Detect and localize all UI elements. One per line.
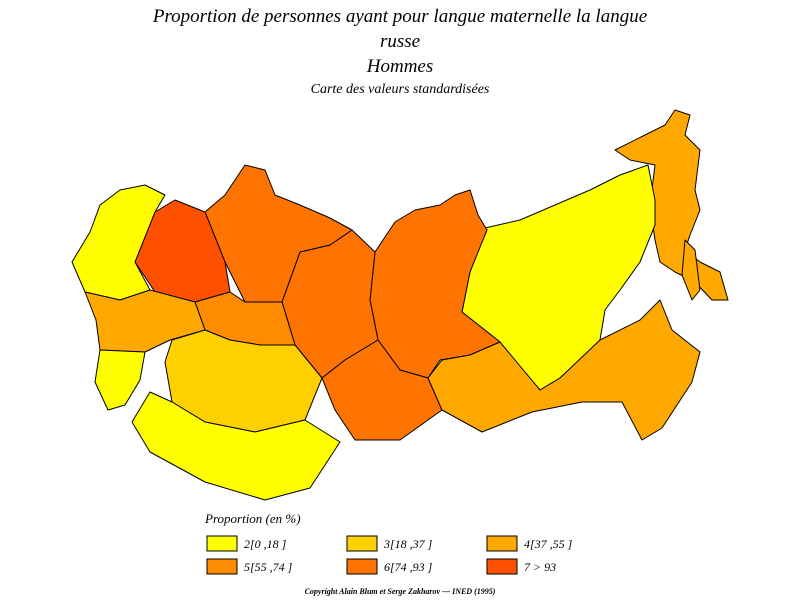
- legend-label: 4[37 ,55 ]: [524, 537, 573, 551]
- region: [681, 239, 701, 301]
- region: [71, 184, 166, 301]
- copyright: Copyright Alain Blum et Serge Zakharov —…: [305, 587, 496, 596]
- legend-label: 5[55 ,74 ]: [244, 560, 293, 574]
- region: [164, 329, 323, 433]
- region: [131, 391, 341, 501]
- title-line: Proportion de personnes ayant pour langu…: [152, 6, 647, 27]
- legend-swatch: [346, 535, 378, 552]
- legend: 2[0 ,18 ] 3[18 ,37 ] 4[37 ,55 ] 5[55 ,74 ] 6…: [206, 535, 573, 575]
- legend-label: 7 > 93: [524, 560, 556, 574]
- region: [94, 349, 146, 411]
- caption: Carte des valeurs standardisées: [311, 82, 490, 97]
- title-line: russe: [380, 31, 420, 52]
- legend-swatch: [346, 558, 378, 575]
- legend-swatch: [486, 535, 518, 552]
- legend-label: 2[0 ,18 ]: [244, 537, 287, 551]
- region: [427, 299, 701, 441]
- map: [71, 109, 729, 501]
- legend-label: 6[74 ,93 ]: [384, 560, 433, 574]
- legend-title: Proportion (en %): [204, 511, 301, 526]
- legend-swatch: [486, 558, 518, 575]
- legend-swatch: [206, 535, 238, 552]
- subtitle: Hommes: [366, 56, 434, 77]
- legend-swatch: [206, 558, 238, 575]
- legend-label: 3[18 ,37 ]: [383, 537, 433, 551]
